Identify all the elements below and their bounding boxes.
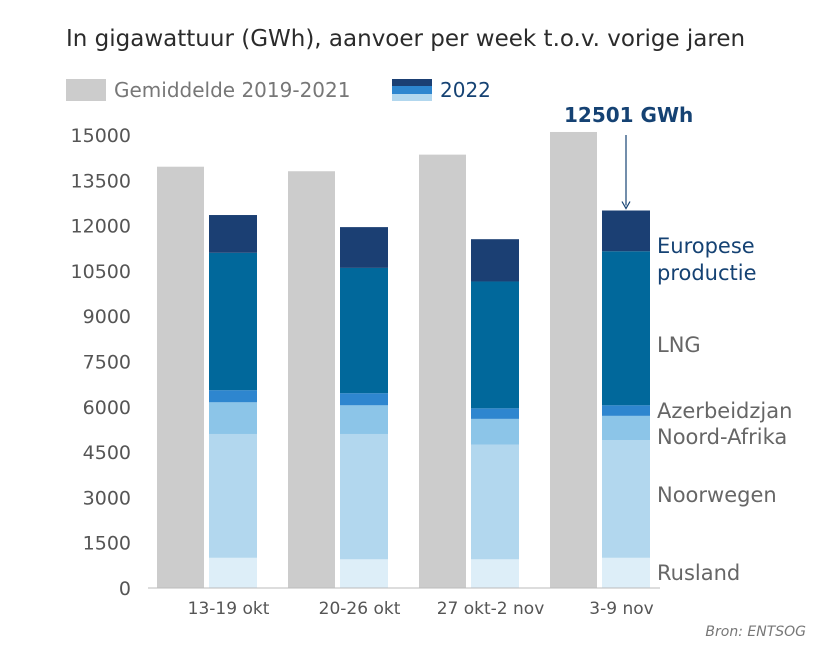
y-tick-label: 12000	[71, 216, 131, 238]
series-label-lng: LNG	[657, 333, 701, 357]
x-category-label: 13-19 okt	[188, 599, 270, 619]
stack-segment-azerbeidzjan	[209, 390, 257, 403]
stack-segment-rusland	[471, 559, 519, 588]
stack-segment-europese-productie	[471, 239, 519, 282]
legend-swatch-2022	[392, 79, 432, 101]
stack-segment-noord-afrika	[340, 405, 388, 434]
legend-swatch-average	[66, 79, 106, 101]
x-category-label: 27 okt-2 nov	[437, 599, 545, 619]
series-label-europese-productie: Europese	[657, 234, 755, 258]
x-category-label: 20-26 okt	[319, 599, 401, 619]
stack-segment-noorwegen	[340, 433, 388, 560]
stack-segment-noorwegen	[209, 433, 257, 558]
stack-segment-noord-afrika	[471, 418, 519, 445]
stack-segment-azerbeidzjan	[471, 408, 519, 419]
stack-segment-europese-productie	[340, 227, 388, 268]
chart-title: In gigawattuur (GWh), aanvoer per week t…	[66, 26, 746, 52]
average-bar	[157, 166, 204, 588]
series-label-noorwegen: Noorwegen	[657, 483, 777, 507]
y-tick-label: 3000	[83, 487, 131, 509]
legend-label-average: Gemiddelde 2019-2021	[114, 78, 351, 102]
stack-segment-rusland	[602, 557, 650, 588]
y-tick-label: 13500	[71, 170, 131, 192]
stack-segment-noorwegen	[602, 440, 650, 558]
legend-item-average: Gemiddelde 2019-2021	[66, 78, 350, 102]
y-tick-label: 4500	[83, 442, 131, 464]
y-tick-label: 1500	[83, 533, 131, 555]
y-tick-label: 15000	[71, 125, 131, 147]
total-annotation: 12501 GWh	[564, 103, 694, 127]
average-bar	[419, 154, 466, 588]
stack-segment-lng	[471, 281, 519, 409]
stack-segment-lng	[209, 252, 257, 391]
source-note: Bron: ENTSOG	[705, 624, 806, 640]
x-category-label: 3-9 nov	[589, 599, 653, 619]
y-tick-label: 7500	[83, 352, 131, 374]
stack-segment-noord-afrika	[209, 402, 257, 434]
series-label-europese-productie: productie	[657, 261, 757, 285]
series-label-noord-afrika: Noord-Afrika	[657, 425, 787, 449]
stack-segment-europese-productie	[209, 215, 257, 253]
legend-item-2022: 2022	[392, 78, 491, 102]
stack-segment-rusland	[340, 559, 388, 588]
stack-segment-rusland	[209, 557, 257, 588]
y-tick-label: 10500	[71, 261, 131, 283]
average-bar	[288, 171, 335, 589]
stack-segment-azerbeidzjan	[340, 393, 388, 406]
legend-label-2022: 2022	[440, 78, 491, 102]
series-label-rusland: Rusland	[657, 561, 740, 585]
y-tick-label: 6000	[83, 397, 131, 419]
stack-segment-lng	[602, 251, 650, 406]
y-tick-label: 0	[119, 578, 131, 600]
annotation-arrow-head	[621, 201, 631, 210]
series-label-azerbeidzjan: Azerbeidzjan	[657, 399, 792, 423]
y-tick-label: 9000	[83, 306, 131, 328]
average-bar	[550, 131, 597, 589]
stack-segment-azerbeidzjan	[602, 405, 650, 416]
stack-segment-lng	[340, 267, 388, 394]
stack-segment-noorwegen	[471, 444, 519, 560]
stack-segment-europese-productie	[602, 210, 650, 252]
stack-segment-noord-afrika	[602, 415, 650, 441]
